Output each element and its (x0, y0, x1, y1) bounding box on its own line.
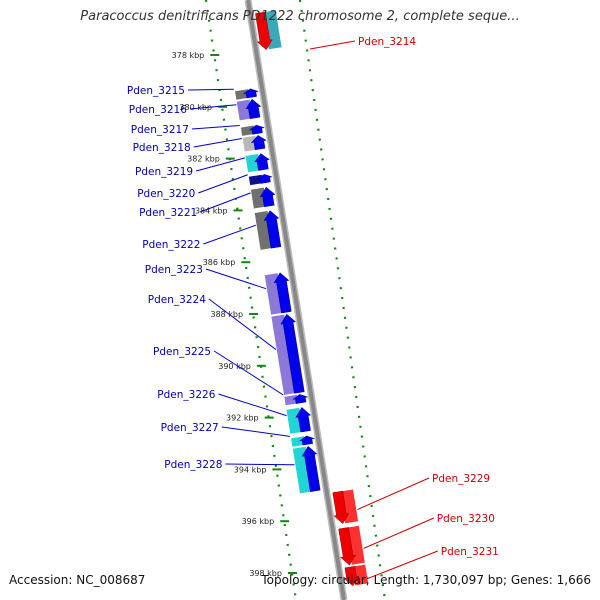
gene-arrow[interactable] (332, 490, 350, 524)
map-title: Paracoccus denitrificans PD1222 chromoso… (80, 9, 520, 24)
tick-label: 380 kbp (179, 103, 212, 112)
gene-arrow[interactable] (259, 186, 276, 208)
gene-label[interactable]: Pden_3221 (139, 207, 197, 219)
gene-label[interactable]: Pden_3220 (137, 188, 195, 200)
gene-label[interactable]: Pden_3226 (157, 389, 215, 401)
gene-label[interactable]: Pden_3225 (153, 346, 211, 358)
gene-arrow[interactable] (245, 98, 262, 119)
gene-arrow[interactable] (301, 445, 321, 492)
leader-line (357, 477, 430, 511)
leader-line (309, 40, 356, 50)
accession-text: Accession: NC_008687 (9, 573, 146, 587)
tick-label: 378 kbp (172, 51, 205, 60)
cog-bar (271, 314, 297, 395)
leader-line (205, 268, 267, 290)
tick-label: 384 kbp (195, 206, 228, 215)
gene-label[interactable]: Pden_3222 (142, 239, 200, 251)
gene-arrow[interactable] (295, 407, 312, 433)
gene-arrow[interactable] (249, 124, 265, 135)
gene-arrow[interactable] (255, 11, 273, 51)
gene-label[interactable]: Pden_3216 (129, 104, 187, 116)
gene-arrow[interactable] (338, 527, 356, 566)
gene-arrow[interactable] (343, 566, 360, 587)
gene-arrow[interactable] (254, 153, 271, 171)
cog-bar (291, 436, 306, 447)
tick-label: 392 kbp (226, 414, 259, 423)
gene-label[interactable]: Pden_3217 (131, 124, 189, 136)
gene-label[interactable]: Pden_3230 (437, 513, 495, 525)
leader-line (221, 426, 290, 437)
leader-line (213, 350, 284, 396)
dotted-guides (204, 0, 387, 600)
cog-bar (284, 394, 299, 406)
leader-line (203, 224, 256, 245)
gene-label[interactable]: Pden_3231 (441, 546, 499, 558)
gene-label[interactable]: Pden_3218 (133, 142, 191, 154)
kbp-ticks: 378 kbp 380 kbp 382 kbp 384 kbp 386 kbp 388 k… (172, 51, 297, 578)
tick-label: 398 kbp (249, 569, 282, 578)
gene-label[interactable]: Pden_3219 (135, 166, 193, 178)
leader-line (193, 137, 242, 148)
leader-line (368, 550, 438, 579)
tick-label: 382 kbp (187, 155, 220, 164)
cog-bar (240, 125, 256, 136)
gene-labels: Pden_3214 Pden_3215 Pden_3216 Pden_3217 Pden… (127, 36, 499, 558)
leader-line (195, 157, 246, 172)
backbone-line (246, 0, 346, 600)
gene-label[interactable]: Pden_3214 (358, 36, 416, 48)
gene-arrow[interactable] (243, 88, 259, 99)
outer-dotted-guide (298, 0, 387, 600)
gene-label[interactable]: Pden_3224 (148, 294, 206, 306)
cog-bar (248, 174, 263, 186)
leader-line (198, 174, 248, 194)
gene-arrow[interactable] (280, 313, 305, 394)
gene-arrow[interactable] (273, 272, 292, 314)
gene-arrow[interactable] (299, 435, 315, 446)
inner-dotted-guide (204, 0, 298, 600)
leader-line (187, 88, 234, 91)
topology-text: Topology: circular; Length: 1,730,097 bp… (261, 573, 591, 587)
tick-label: 394 kbp (234, 465, 267, 474)
cog-bar (292, 446, 313, 494)
gene-arrow[interactable] (250, 135, 267, 151)
chromosome-backbone (244, 0, 348, 600)
cog-bar (235, 89, 250, 100)
gene-arrows (243, 11, 360, 587)
gene-label[interactable]: Pden_3228 (164, 459, 222, 471)
leader-line (189, 104, 237, 110)
tick-label: 386 kbp (203, 258, 236, 267)
tick-label: 396 kbp (242, 517, 275, 526)
leader-line (363, 517, 434, 549)
gene-label[interactable]: Pden_3227 (161, 422, 219, 434)
gene-arrow[interactable] (292, 394, 308, 404)
leader-line (225, 463, 295, 466)
label-leader-lines (187, 40, 438, 579)
gene-label[interactable]: Pden_3223 (145, 264, 203, 276)
leader-line (208, 298, 277, 350)
leader-line (200, 192, 251, 213)
tick-label: 388 kbp (210, 310, 243, 319)
leader-line (218, 393, 287, 417)
gene-label[interactable]: Pden_3229 (432, 473, 490, 485)
tick-label: 390 kbp (218, 362, 251, 371)
gene-arrow[interactable] (257, 174, 273, 184)
gene-arrow[interactable] (263, 210, 282, 249)
gene-label[interactable]: Pden_3215 (127, 85, 185, 97)
leader-line (191, 125, 240, 130)
